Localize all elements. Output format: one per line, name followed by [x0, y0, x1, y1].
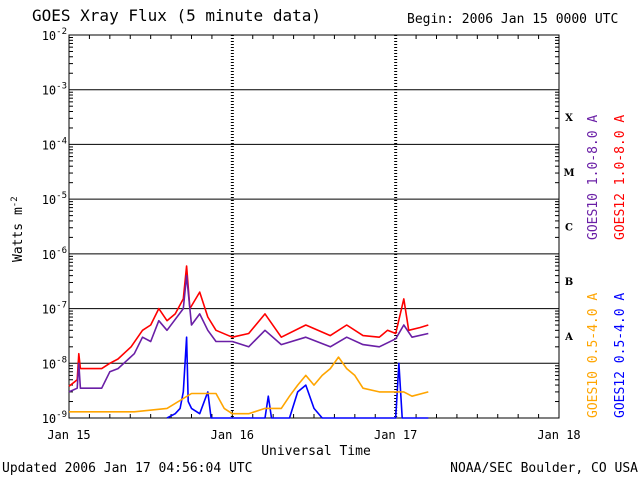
credit-text: NOAA/SEC Boulder, CO USA [450, 461, 638, 476]
y-tick-label: 10-3 [42, 82, 67, 98]
y-tick-label: 10-5 [42, 191, 67, 207]
y-tick-base: 10 [42, 138, 56, 152]
y-tick-exponent: -3 [56, 82, 67, 92]
legend-entry: GOES12 1.0-8.0 A [613, 115, 628, 240]
y-tick-exponent: -6 [56, 246, 67, 256]
y-axis-label-text: Watts m [11, 207, 26, 262]
y-tick-base: 10 [42, 84, 56, 98]
updated-time: Updated 2006 Jan 17 04:56:04 UTC [2, 461, 253, 476]
y-tick-base: 10 [42, 29, 56, 43]
y-tick-label: 10-4 [42, 136, 67, 152]
y-tick-label: 10-8 [42, 355, 67, 371]
flare-class-label: C [565, 223, 573, 234]
y-axis-label-exp: -2 [10, 196, 20, 207]
y-tick-label: 10-6 [42, 246, 67, 262]
series-line [68, 274, 429, 393]
y-tick-base: 10 [42, 248, 56, 262]
y-tick-exponent: -7 [56, 301, 67, 311]
y-tick-label: 10-7 [42, 301, 67, 317]
y-tick-base: 10 [42, 412, 56, 426]
y-axis-label: Watts m-2 [10, 196, 26, 262]
begin-time: Begin: 2006 Jan 15 0000 UTC [407, 12, 619, 27]
legend-entry: GOES10 1.0-8.0 A [586, 115, 601, 240]
y-tick-label: 10-9 [42, 410, 67, 426]
flare-class-label: A [564, 332, 573, 343]
y-tick-exponent: -2 [56, 27, 67, 37]
plot-frame [68, 34, 560, 419]
y-tick-base: 10 [42, 357, 56, 371]
y-tick-exponent: -4 [56, 136, 67, 146]
legend-entry: GOES10 0.5-4.0 A [586, 293, 601, 418]
series-line [69, 356, 429, 415]
y-tick-exponent: -8 [56, 355, 67, 365]
x-tick-label: Jan 16 [211, 428, 254, 442]
y-tick-exponent: -9 [56, 410, 67, 420]
y-tick-exponent: -5 [56, 191, 67, 201]
x-tick-label: Jan 17 [374, 428, 417, 442]
legend-entry: GOES12 0.5-4.0 A [613, 293, 628, 418]
flare-class-label: X [565, 113, 573, 124]
y-tick-base: 10 [42, 193, 56, 207]
y-tick-label: 10-2 [42, 27, 67, 43]
flare-class-label: M [563, 168, 574, 179]
x-tick-label: Jan 18 [537, 428, 580, 442]
y-tick-base: 10 [42, 303, 56, 317]
x-axis-label: Universal Time [261, 444, 371, 459]
legend: GOES10 1.0-8.0 A GOES12 1.0-8.0 A GOES10 0… [586, 115, 628, 418]
x-tick-label: Jan 15 [47, 428, 90, 442]
chart-title: GOES Xray Flux (5 minute data) [32, 6, 321, 25]
series-line [68, 265, 429, 387]
flare-class-label: B [565, 277, 573, 288]
xray-flux-chart: Watts m-2 Universal Time GOES10 1.0-8.0 … [10, 27, 628, 459]
svg-text:Watts m-2: Watts m-2 [10, 196, 26, 262]
series-line [166, 336, 429, 419]
